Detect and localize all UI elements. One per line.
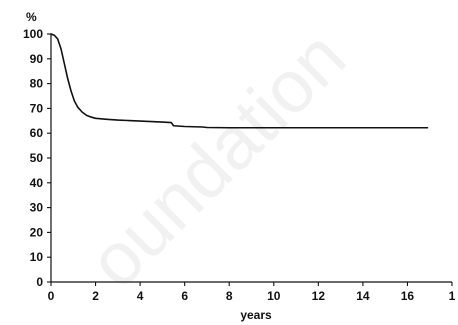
x-tick-label: 10 — [267, 289, 281, 303]
y-tick-label: 10 — [30, 250, 44, 264]
x-ticks-group: 0 2 4 6 8 10 12 14 16 1 — [48, 282, 456, 303]
x-tick-label: 12 — [312, 289, 326, 303]
y-tick-label: 70 — [30, 101, 44, 115]
y-tick-label: 40 — [30, 176, 44, 190]
y-tick-label: 90 — [30, 52, 44, 66]
watermark-text: oundation — [73, 15, 362, 304]
survival-curve — [50, 33, 429, 129]
y-ticks-group: 0 10 20 30 40 50 60 70 80 90 100 — [23, 27, 51, 289]
y-tick-label: 50 — [30, 151, 44, 165]
y-tick-label: 100 — [23, 27, 43, 41]
y-tick-label: 60 — [30, 126, 44, 140]
x-axis-label: years — [240, 308, 272, 322]
y-tick-label: 0 — [36, 275, 43, 289]
y-tick-label: 80 — [30, 77, 44, 91]
y-tick-label: 30 — [30, 201, 44, 215]
x-tick-label: 4 — [137, 289, 144, 303]
x-tick-label: 6 — [181, 289, 188, 303]
x-tick-label: 1 — [449, 289, 456, 303]
x-tick-label: 2 — [92, 289, 99, 303]
y-axis-label: % — [26, 10, 37, 24]
y-tick-label: 20 — [30, 225, 44, 239]
x-tick-label: 0 — [48, 289, 55, 303]
x-tick-label: 14 — [356, 289, 370, 303]
x-tick-label: 16 — [401, 289, 415, 303]
x-tick-label: 8 — [226, 289, 233, 303]
